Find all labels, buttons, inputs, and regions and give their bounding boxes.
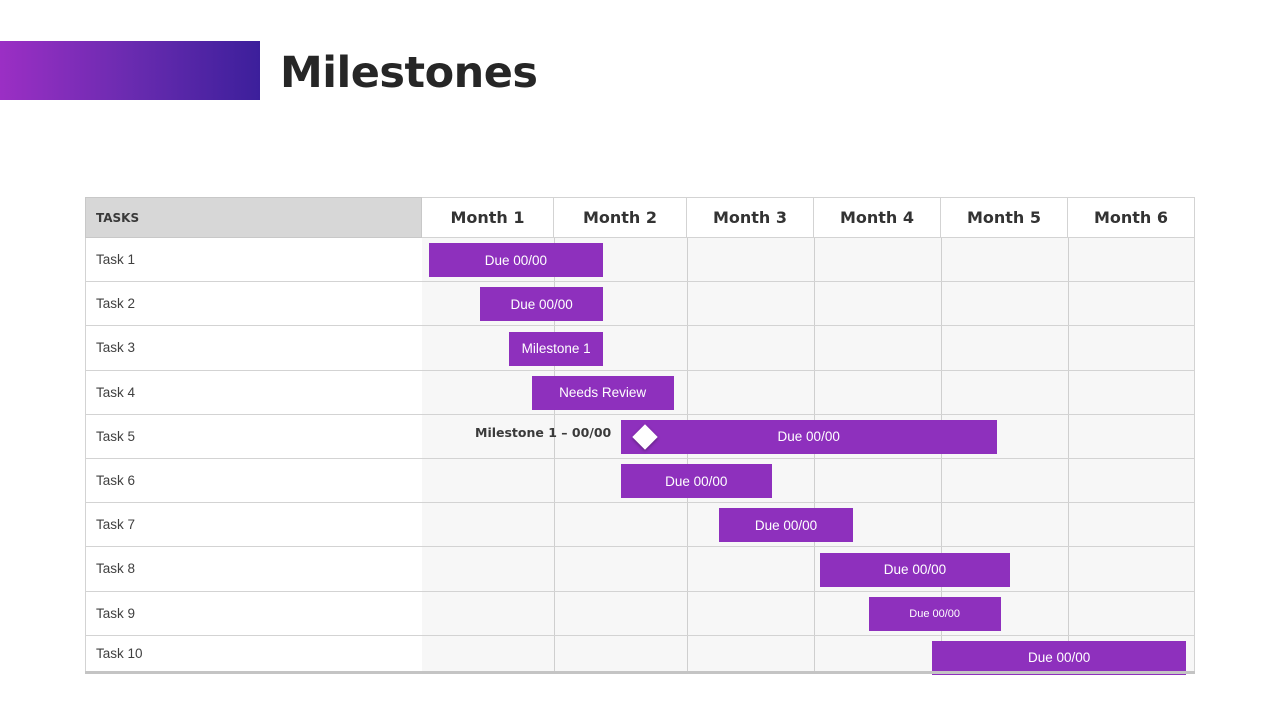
month-header-3: Month 3 [687,197,814,238]
grid-column-divider [1068,238,1069,672]
task-bar: Due 00/00 [480,287,604,322]
task-label: Task 9 [85,591,422,636]
task-label: Task 4 [85,370,422,415]
task-label: Task 6 [85,459,422,504]
grid-column-divider [814,238,815,672]
task-label: Task 10 [85,635,422,672]
task-bar: Due 00/00 [620,464,773,499]
task-bar: Needs Review [531,375,674,410]
grid-column-divider [687,238,688,672]
task-bar: Due 00/00 [620,419,997,454]
grid-row-divider [422,369,1195,371]
grid-row-divider [422,546,1195,548]
page-title: Milestones [280,48,538,98]
task-bar: Milestone 1 [509,331,604,366]
month-header-4: Month 4 [814,197,941,238]
task-label: Task 5 [85,414,422,459]
grid-row-divider [422,634,1195,636]
task-label: Task 8 [85,547,422,592]
title-accent-bar [0,41,260,100]
grid-row-divider [422,590,1195,592]
task-bar: Due 00/00 [868,596,1001,631]
grid-row-divider [422,458,1195,459]
task-label: Task 3 [85,326,422,371]
grid-row-divider [422,502,1195,504]
task-label: Task 2 [85,282,422,327]
table-bottom-rule [85,671,1195,674]
month-header-2: Month 2 [554,197,687,238]
task-bar: Due 00/00 [820,552,1010,587]
grid-row-divider [422,325,1195,327]
grid-column-divider [941,238,942,672]
task-label: Task 7 [85,503,422,548]
milestone-annotation: Milestone 1 – 00/00 [475,425,612,440]
month-header-6: Month 6 [1068,197,1195,238]
task-bar: Due 00/00 [718,508,854,543]
grid-row-divider [422,413,1195,415]
grid-column-divider [554,238,555,672]
task-label: Task 1 [85,238,422,283]
tasks-column-header: TASKS [85,197,422,238]
task-bar: Due 00/00 [932,640,1187,675]
grid-row-divider [422,281,1195,283]
month-header-1: Month 1 [422,197,554,238]
task-bar: Due 00/00 [428,243,604,278]
month-header-5: Month 5 [941,197,1068,238]
